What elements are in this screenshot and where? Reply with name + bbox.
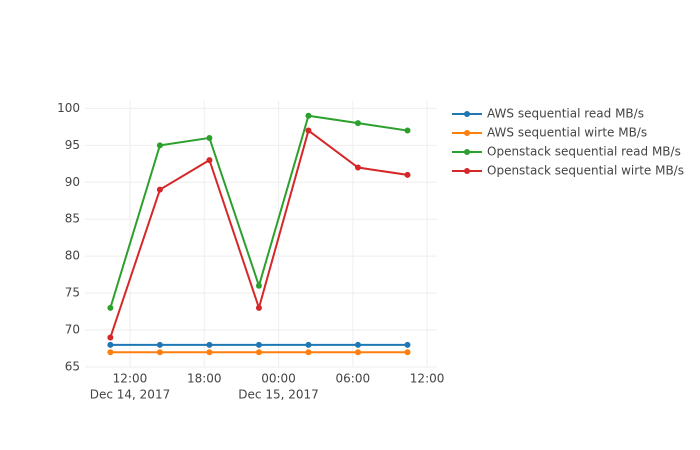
legend-label: Openstack sequential read MB/s [487, 145, 681, 159]
y-tick-label: 85 [65, 212, 80, 226]
data-point [156, 186, 163, 193]
data-point [206, 349, 213, 356]
data-point [156, 349, 163, 356]
legend-marker [464, 149, 470, 155]
data-point [107, 304, 114, 311]
data-point [107, 341, 114, 348]
data-point [255, 341, 262, 348]
legend-item: AWS sequential read MB/s [452, 107, 644, 121]
data-point [255, 349, 262, 356]
legend-marker [464, 111, 470, 117]
data-point [354, 349, 361, 356]
y-tick-label: 80 [65, 249, 80, 263]
y-tick-label: 100 [57, 101, 80, 115]
data-point [107, 334, 114, 341]
x-tick-label: 06:00 [336, 372, 371, 386]
legend-label: Openstack sequential wirte MB/s [487, 164, 684, 178]
data-point [255, 304, 262, 311]
y-tick-label: 70 [65, 323, 80, 337]
data-point [305, 349, 312, 356]
data-point [354, 120, 361, 127]
data-point [206, 341, 213, 348]
legend-label: AWS sequential wirte MB/s [487, 126, 647, 140]
data-point [354, 341, 361, 348]
legend-item: Openstack sequential read MB/s [452, 145, 681, 159]
y-tick-label: 65 [65, 360, 80, 374]
legend-marker [464, 168, 470, 174]
data-point [305, 127, 312, 134]
x-tick-label: 18:00 [187, 372, 222, 386]
x-tick-label: 12:00 [113, 372, 148, 386]
data-point [305, 341, 312, 348]
data-point [404, 349, 411, 356]
data-point [206, 157, 213, 164]
x-tick-label: 12:00 [410, 372, 445, 386]
data-point [255, 282, 262, 289]
series-line [109, 114, 408, 309]
x-tick-date: Dec 14, 2017 [90, 388, 170, 402]
data-point [404, 341, 411, 348]
x-tick-label: 00:00 [261, 372, 296, 386]
legend-label: AWS sequential read MB/s [487, 107, 644, 121]
x-tick-date: Dec 15, 2017 [238, 388, 318, 402]
data-point [404, 127, 411, 134]
data-point [156, 142, 163, 149]
data-point [354, 164, 361, 171]
data-point [305, 112, 312, 119]
data-point [206, 134, 213, 141]
data-point [404, 171, 411, 178]
data-point [156, 341, 163, 348]
legend-item: AWS sequential wirte MB/s [452, 126, 647, 140]
data-point [107, 349, 114, 356]
y-tick-label: 75 [65, 286, 80, 300]
y-tick-label: 95 [65, 138, 80, 152]
y-tick-label: 90 [65, 175, 80, 189]
legend-marker [464, 130, 470, 136]
legend-item: Openstack sequential wirte MB/s [452, 164, 684, 178]
